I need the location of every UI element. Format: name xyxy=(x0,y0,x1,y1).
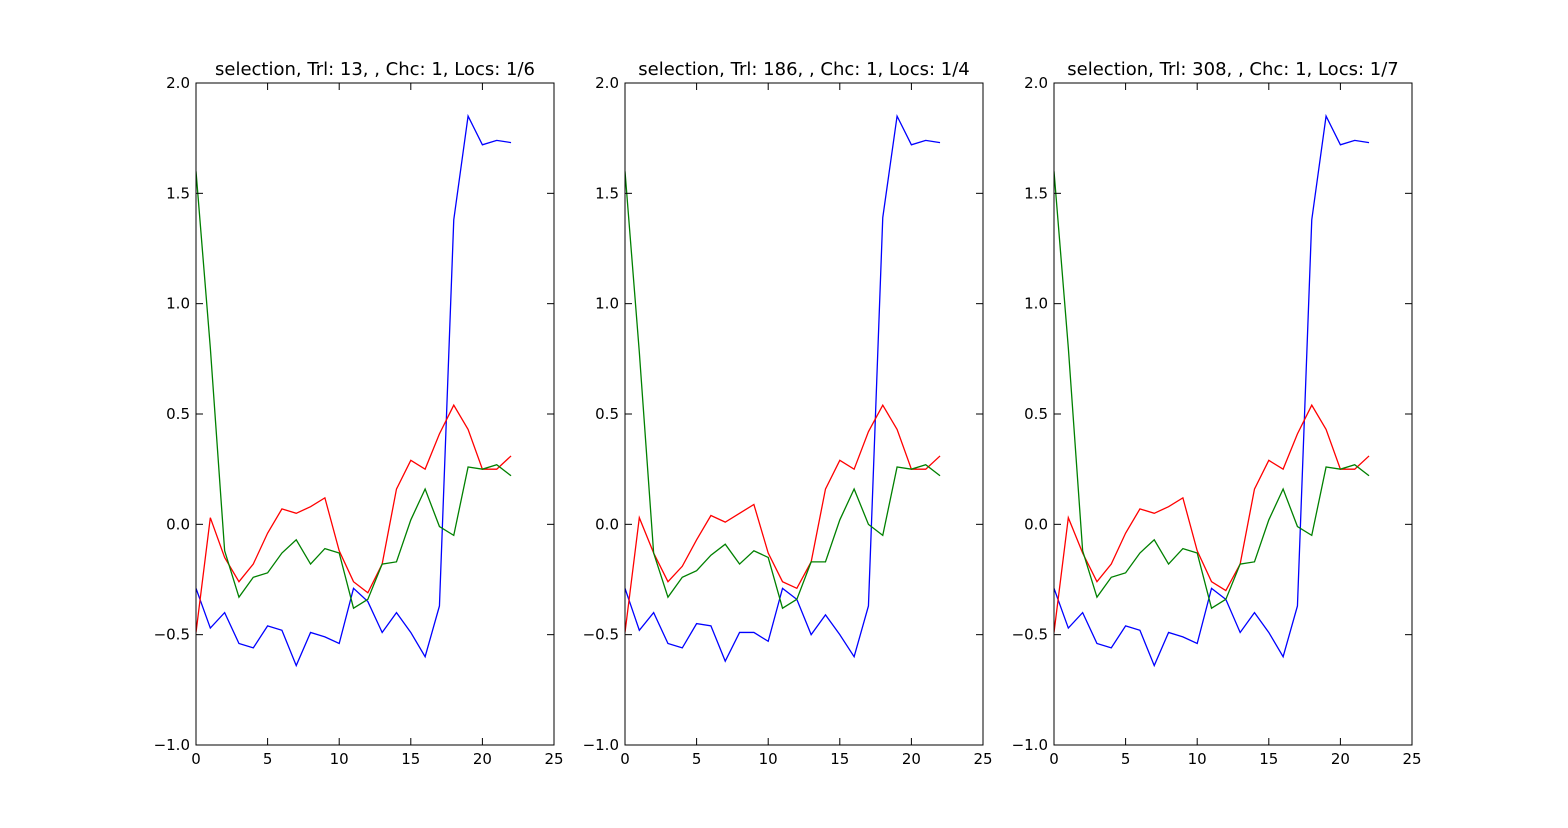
series-line-3 xyxy=(625,171,941,610)
y-tick-label: −0.5 xyxy=(583,626,619,644)
y-tick-label: −1.0 xyxy=(583,736,619,754)
x-tick-label: 15 xyxy=(830,750,849,768)
x-tick-label: 10 xyxy=(759,750,778,768)
y-tick-label: −1.0 xyxy=(154,736,190,754)
y-tick-label: 1.5 xyxy=(166,184,190,202)
series-line-2 xyxy=(625,403,941,633)
subplot-2: 0 5 10 15 20 25 −1.0 −0.5 0.0 0.5 1.0 1.5 2.0 selecti… xyxy=(583,59,993,768)
y-tick-label: 2.0 xyxy=(1024,74,1048,92)
plot-frame xyxy=(624,82,984,746)
subplot-1: 0 5 10 15 20 25 −1.0 −0.5 0.0 0.5 1.0 1.5 2.0 selecti… xyxy=(154,59,564,768)
x-tick-label: 5 xyxy=(1121,750,1131,768)
x-tick-label: 5 xyxy=(263,750,273,768)
y-tick-label: 1.0 xyxy=(595,295,619,313)
chart-title: selection, Trl: 186, , Chc: 1, Locs: 1/4 xyxy=(638,59,969,80)
y-tick-label: 0.5 xyxy=(595,405,619,423)
y-tick-label: 0.5 xyxy=(1024,405,1048,423)
x-tick-label: 25 xyxy=(1402,750,1421,768)
x-tick-label: 10 xyxy=(330,750,349,768)
x-tick-label: 25 xyxy=(973,750,992,768)
y-tick-label: 0.5 xyxy=(166,405,190,423)
x-tick-label: 20 xyxy=(473,750,492,768)
y-tick-label: 1.5 xyxy=(1024,184,1048,202)
y-tick-label: 0.0 xyxy=(1024,515,1048,533)
y-tick-label: 1.5 xyxy=(595,184,619,202)
y-tick-label: 1.0 xyxy=(166,295,190,313)
x-tick-label: 25 xyxy=(544,750,563,768)
series-line-1 xyxy=(625,113,941,663)
plot-frame xyxy=(1053,82,1413,746)
x-tick-label: 20 xyxy=(902,750,921,768)
y-tick-label: 0.0 xyxy=(595,515,619,533)
chart-title: selection, Trl: 308, , Chc: 1, Locs: 1/7 xyxy=(1067,59,1398,80)
series-line-3 xyxy=(196,171,512,610)
x-tick-label: 15 xyxy=(401,750,420,768)
series-line-3 xyxy=(1054,171,1370,610)
x-tick-label: 0 xyxy=(191,750,201,768)
series-line-2 xyxy=(1054,403,1370,633)
y-tick-label: 2.0 xyxy=(595,74,619,92)
series-line-2 xyxy=(196,403,512,633)
x-tick-label: 5 xyxy=(692,750,702,768)
x-tick-label: 10 xyxy=(1188,750,1207,768)
y-tick-label: 0.0 xyxy=(166,515,190,533)
y-tick-label: 1.0 xyxy=(1024,295,1048,313)
x-tick-label: 0 xyxy=(620,750,630,768)
plot-frame xyxy=(195,82,555,746)
chart-title: selection, Trl: 13, , Chc: 1, Locs: 1/6 xyxy=(215,59,535,80)
series-line-1 xyxy=(196,113,512,668)
x-tick-label: 0 xyxy=(1049,750,1059,768)
y-tick-label: −1.0 xyxy=(1012,736,1048,754)
subplot-3: 0 5 10 15 20 25 −1.0 −0.5 0.0 0.5 1.0 1.5 2.0 selecti… xyxy=(1012,59,1422,768)
x-tick-label: 15 xyxy=(1259,750,1278,768)
x-tick-label: 20 xyxy=(1331,750,1350,768)
y-tick-label: 2.0 xyxy=(166,74,190,92)
y-tick-label: −0.5 xyxy=(154,626,190,644)
y-tick-label: −0.5 xyxy=(1012,626,1048,644)
series-line-1 xyxy=(1054,113,1370,668)
